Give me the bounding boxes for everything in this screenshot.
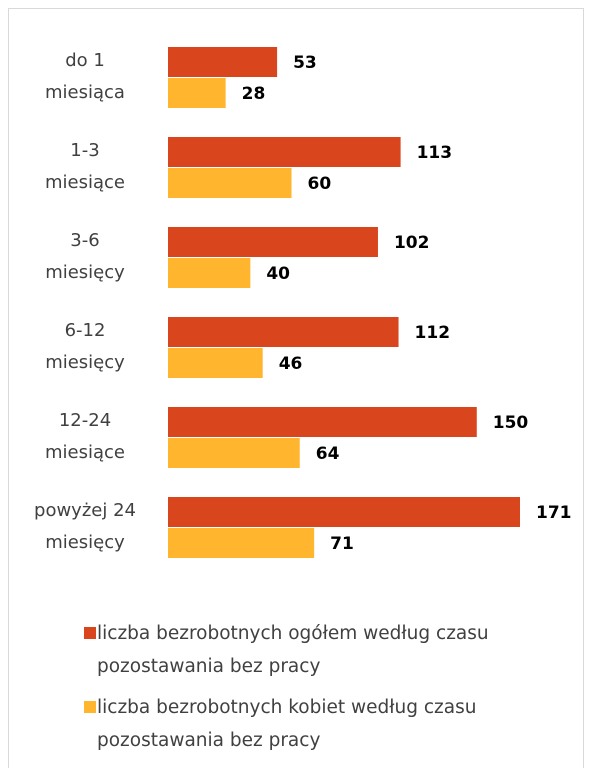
category-label: 6-12 miesięcy (45, 320, 125, 373)
legend-entry: liczba bezrobotnych ogółem według czasu … (84, 617, 564, 683)
value-label: 71 (330, 534, 354, 554)
value-label: 171 (536, 503, 572, 523)
value-label: 64 (316, 444, 340, 464)
legend-label: liczba bezrobotnych ogółem według czasu … (97, 623, 489, 677)
bar (168, 528, 315, 558)
legend-entry: liczba bezrobotnych kobiet według czasu … (84, 691, 564, 757)
bar (168, 47, 278, 77)
bar (168, 497, 520, 527)
value-label: 53 (293, 53, 317, 73)
bar (168, 227, 378, 257)
value-label: 28 (242, 84, 266, 104)
legend-swatch (84, 627, 96, 639)
bar (168, 137, 401, 167)
category-label: 1-3 miesiące (45, 140, 125, 193)
value-label: 113 (417, 143, 453, 163)
bar (168, 317, 399, 347)
legend-swatch (84, 701, 96, 713)
value-label: 112 (415, 323, 451, 343)
bar (168, 438, 300, 468)
bar (168, 407, 477, 437)
chart: 53 28 113 60 102 40 112 46 150 64 171 71 (168, 47, 572, 558)
category-label: powyżej 24 miesięcy (34, 500, 136, 553)
chart-frame (8, 8, 584, 768)
bar (168, 258, 251, 288)
bar (168, 348, 263, 378)
legend-label: liczba bezrobotnych kobiet według czasu … (97, 697, 477, 751)
category-label: 3-6 miesięcy (45, 230, 125, 283)
value-label: 102 (394, 233, 430, 253)
value-label: 60 (308, 174, 332, 194)
value-label: 40 (266, 264, 290, 284)
bar (168, 168, 292, 198)
value-label: 46 (279, 354, 303, 374)
category-label: 12-24 miesiące (45, 410, 125, 463)
bar (168, 78, 226, 108)
category-label: do 1 miesiąca (45, 50, 125, 103)
value-label: 150 (493, 413, 529, 433)
